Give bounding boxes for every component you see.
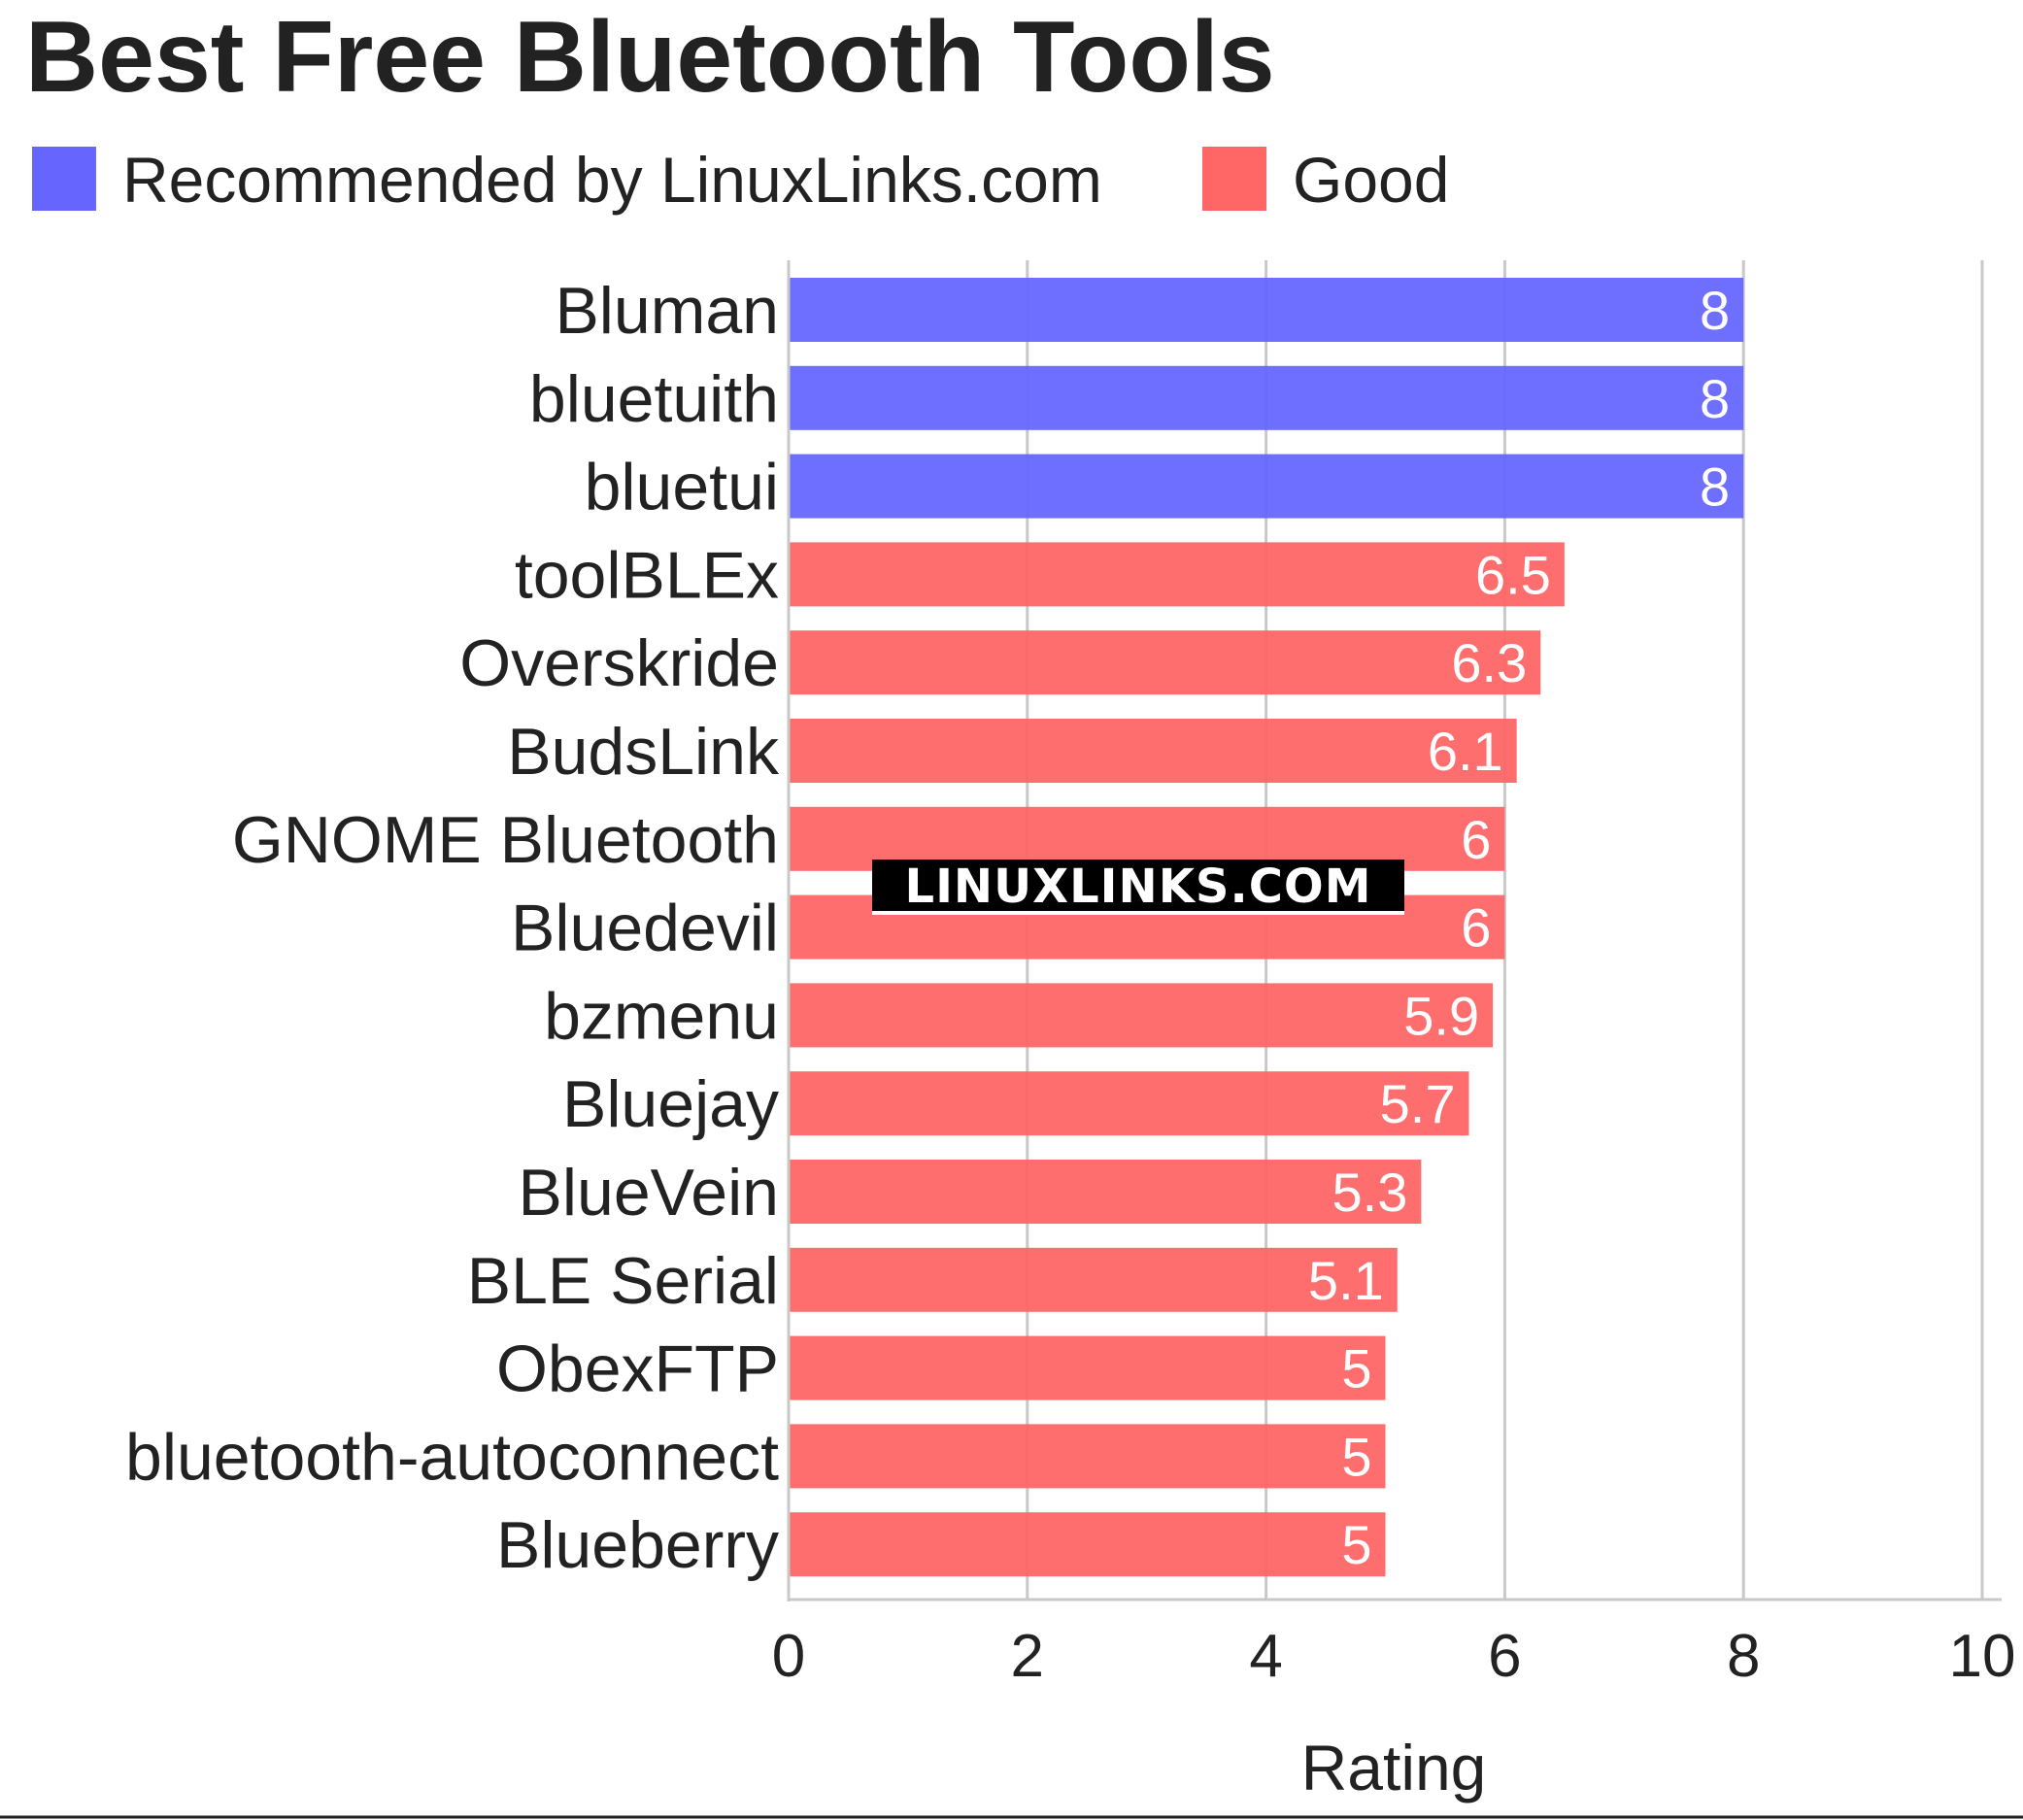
bar [789, 1247, 1398, 1312]
value-label: 8 [1700, 368, 1730, 429]
legend-label-good: Good [1293, 144, 1449, 216]
axes [787, 260, 2002, 1601]
category-label: bzmenu [544, 979, 779, 1053]
category-label: BlueVein [519, 1156, 779, 1230]
category-labels: Bluman bluetuith bluetui toolBLEx Overskride… [125, 274, 780, 1582]
x-tick-label: 8 [1727, 1623, 1760, 1690]
value-label: 8 [1700, 280, 1730, 341]
bar [789, 1424, 1386, 1489]
value-label: 5.7 [1380, 1073, 1456, 1134]
bar [789, 365, 1744, 430]
value-label: 6.3 [1451, 632, 1527, 693]
value-label: 6 [1461, 897, 1491, 959]
category-label: ObexFTP [496, 1332, 779, 1406]
chart-title: Best Free Bluetooth Tools [25, 1, 1275, 114]
bar [789, 1071, 1469, 1136]
category-label: Bluman [555, 274, 779, 348]
x-tick-labels: 0 2 4 6 8 10 [772, 1623, 2016, 1690]
value-label: 8 [1700, 456, 1730, 518]
legend-label-recommended: Recommended by LinuxLinks.com [122, 144, 1102, 216]
value-label: 6.1 [1428, 721, 1503, 782]
category-label: bluetooth-autoconnect [125, 1420, 779, 1494]
category-label: GNOME Bluetooth [232, 803, 779, 877]
x-tick-label: 4 [1249, 1623, 1282, 1690]
bar [789, 1160, 1422, 1224]
value-label: 5.3 [1332, 1162, 1408, 1223]
category-label: BLE Serial [467, 1244, 779, 1318]
legend-swatch-good [1202, 147, 1266, 211]
bar [789, 454, 1744, 519]
x-axis-label: Rating [1301, 1732, 1487, 1803]
value-label: 5.9 [1403, 985, 1479, 1046]
bars [789, 278, 1744, 1577]
value-label: 5.1 [1308, 1250, 1384, 1311]
x-tick-label: 10 [1949, 1623, 2016, 1690]
x-tick-label: 6 [1488, 1623, 1521, 1690]
category-label: bluetuith [529, 362, 779, 436]
category-label: Bluejay [562, 1067, 779, 1141]
x-tick-label: 0 [772, 1623, 805, 1690]
value-label: 6 [1461, 809, 1491, 870]
value-label: 6.5 [1475, 544, 1551, 605]
category-label: toolBLEx [515, 538, 779, 612]
legend-swatch-recommended [32, 147, 96, 211]
value-label: 5 [1341, 1338, 1371, 1399]
value-labels: 8 8 8 6.5 6.3 6.1 6 6 5.9 5.7 5.3 5.1 5 5 5 [1308, 280, 1730, 1575]
x-tick-label: 2 [1011, 1623, 1044, 1690]
bar [789, 983, 1494, 1048]
watermark-logo: LINUXLINKS.COM [872, 859, 1404, 915]
bar [789, 630, 1541, 695]
category-label: Bluedevil [511, 892, 779, 965]
value-label: 5 [1341, 1426, 1371, 1487]
bar [789, 542, 1565, 607]
value-label: 5 [1341, 1514, 1371, 1575]
bar [789, 1512, 1386, 1577]
category-label: Overskride [459, 626, 779, 700]
legend: Recommended by LinuxLinks.com Good [32, 144, 1449, 216]
bar [789, 1335, 1386, 1400]
category-label: Blueberry [496, 1508, 779, 1582]
bar [789, 719, 1517, 783]
bar [789, 278, 1744, 342]
category-label: BudsLink [507, 715, 780, 789]
category-label: bluetui [585, 451, 779, 524]
